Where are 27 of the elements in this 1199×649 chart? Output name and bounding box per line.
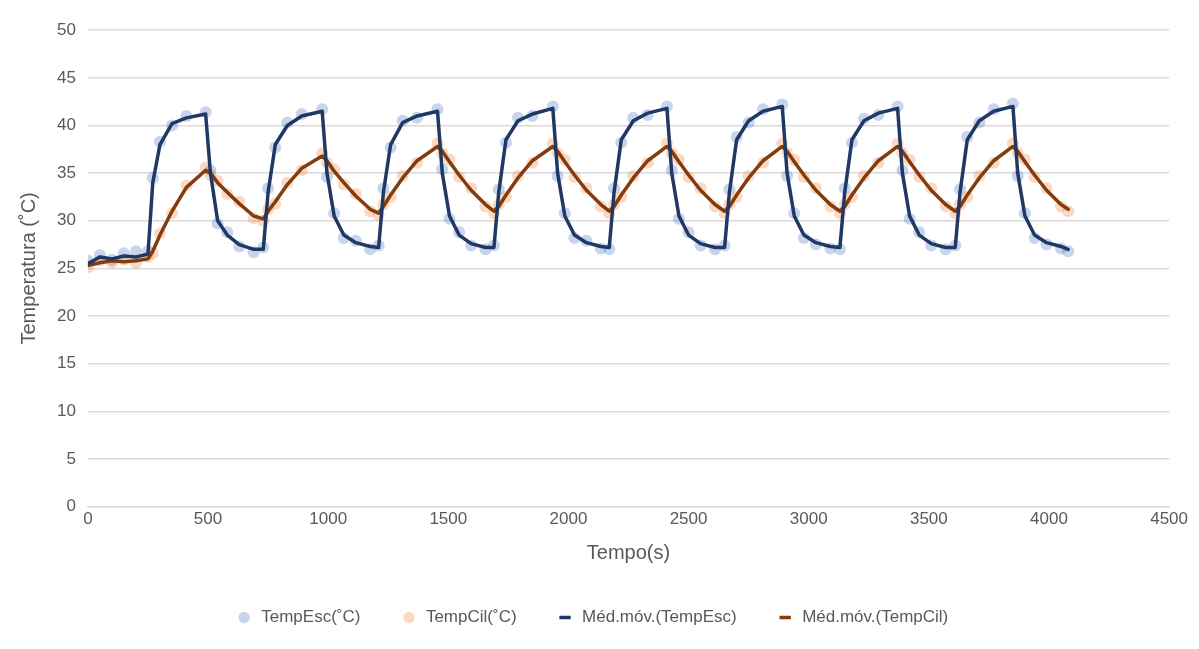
- x-tick-label: 2500: [669, 509, 708, 529]
- x-tick-label: 4500: [1150, 509, 1188, 529]
- legend-label: TempCil(˚C): [425, 607, 517, 627]
- legend-label: Méd.móv.(TempCil): [802, 607, 949, 627]
- y-tick-label: 35: [56, 162, 76, 182]
- legend-label: Méd.móv.(TempEsc): [582, 607, 737, 627]
- x-tick-label: 0: [83, 509, 93, 529]
- y-tick-label: 10: [56, 401, 76, 421]
- y-axis-title: Temperatura (˚C): [16, 192, 39, 345]
- x-tick-label: 3500: [909, 509, 948, 529]
- x-tick-label: 4000: [1030, 509, 1068, 529]
- y-tick-label: 25: [56, 258, 76, 278]
- y-tick-label: 5: [66, 448, 76, 468]
- y-tick-label: 45: [56, 67, 76, 87]
- y-tick-label: 15: [56, 353, 76, 373]
- x-tick-label: 1500: [429, 509, 468, 529]
- y-tick-label: 20: [56, 305, 76, 325]
- x-tick-label: 500: [193, 509, 223, 529]
- y-tick-label: 0: [66, 496, 76, 516]
- x-tick-label: 3000: [789, 509, 828, 529]
- y-tick-label: 30: [56, 210, 76, 230]
- legend-label: TempEsc(˚C): [261, 607, 361, 627]
- x-tick-label: 1000: [309, 509, 348, 529]
- y-tick-label: 50: [56, 19, 76, 39]
- x-tick-label: 2000: [549, 509, 588, 529]
- y-tick-label: 40: [56, 115, 76, 135]
- x-axis-title: Tempo(s): [586, 540, 671, 563]
